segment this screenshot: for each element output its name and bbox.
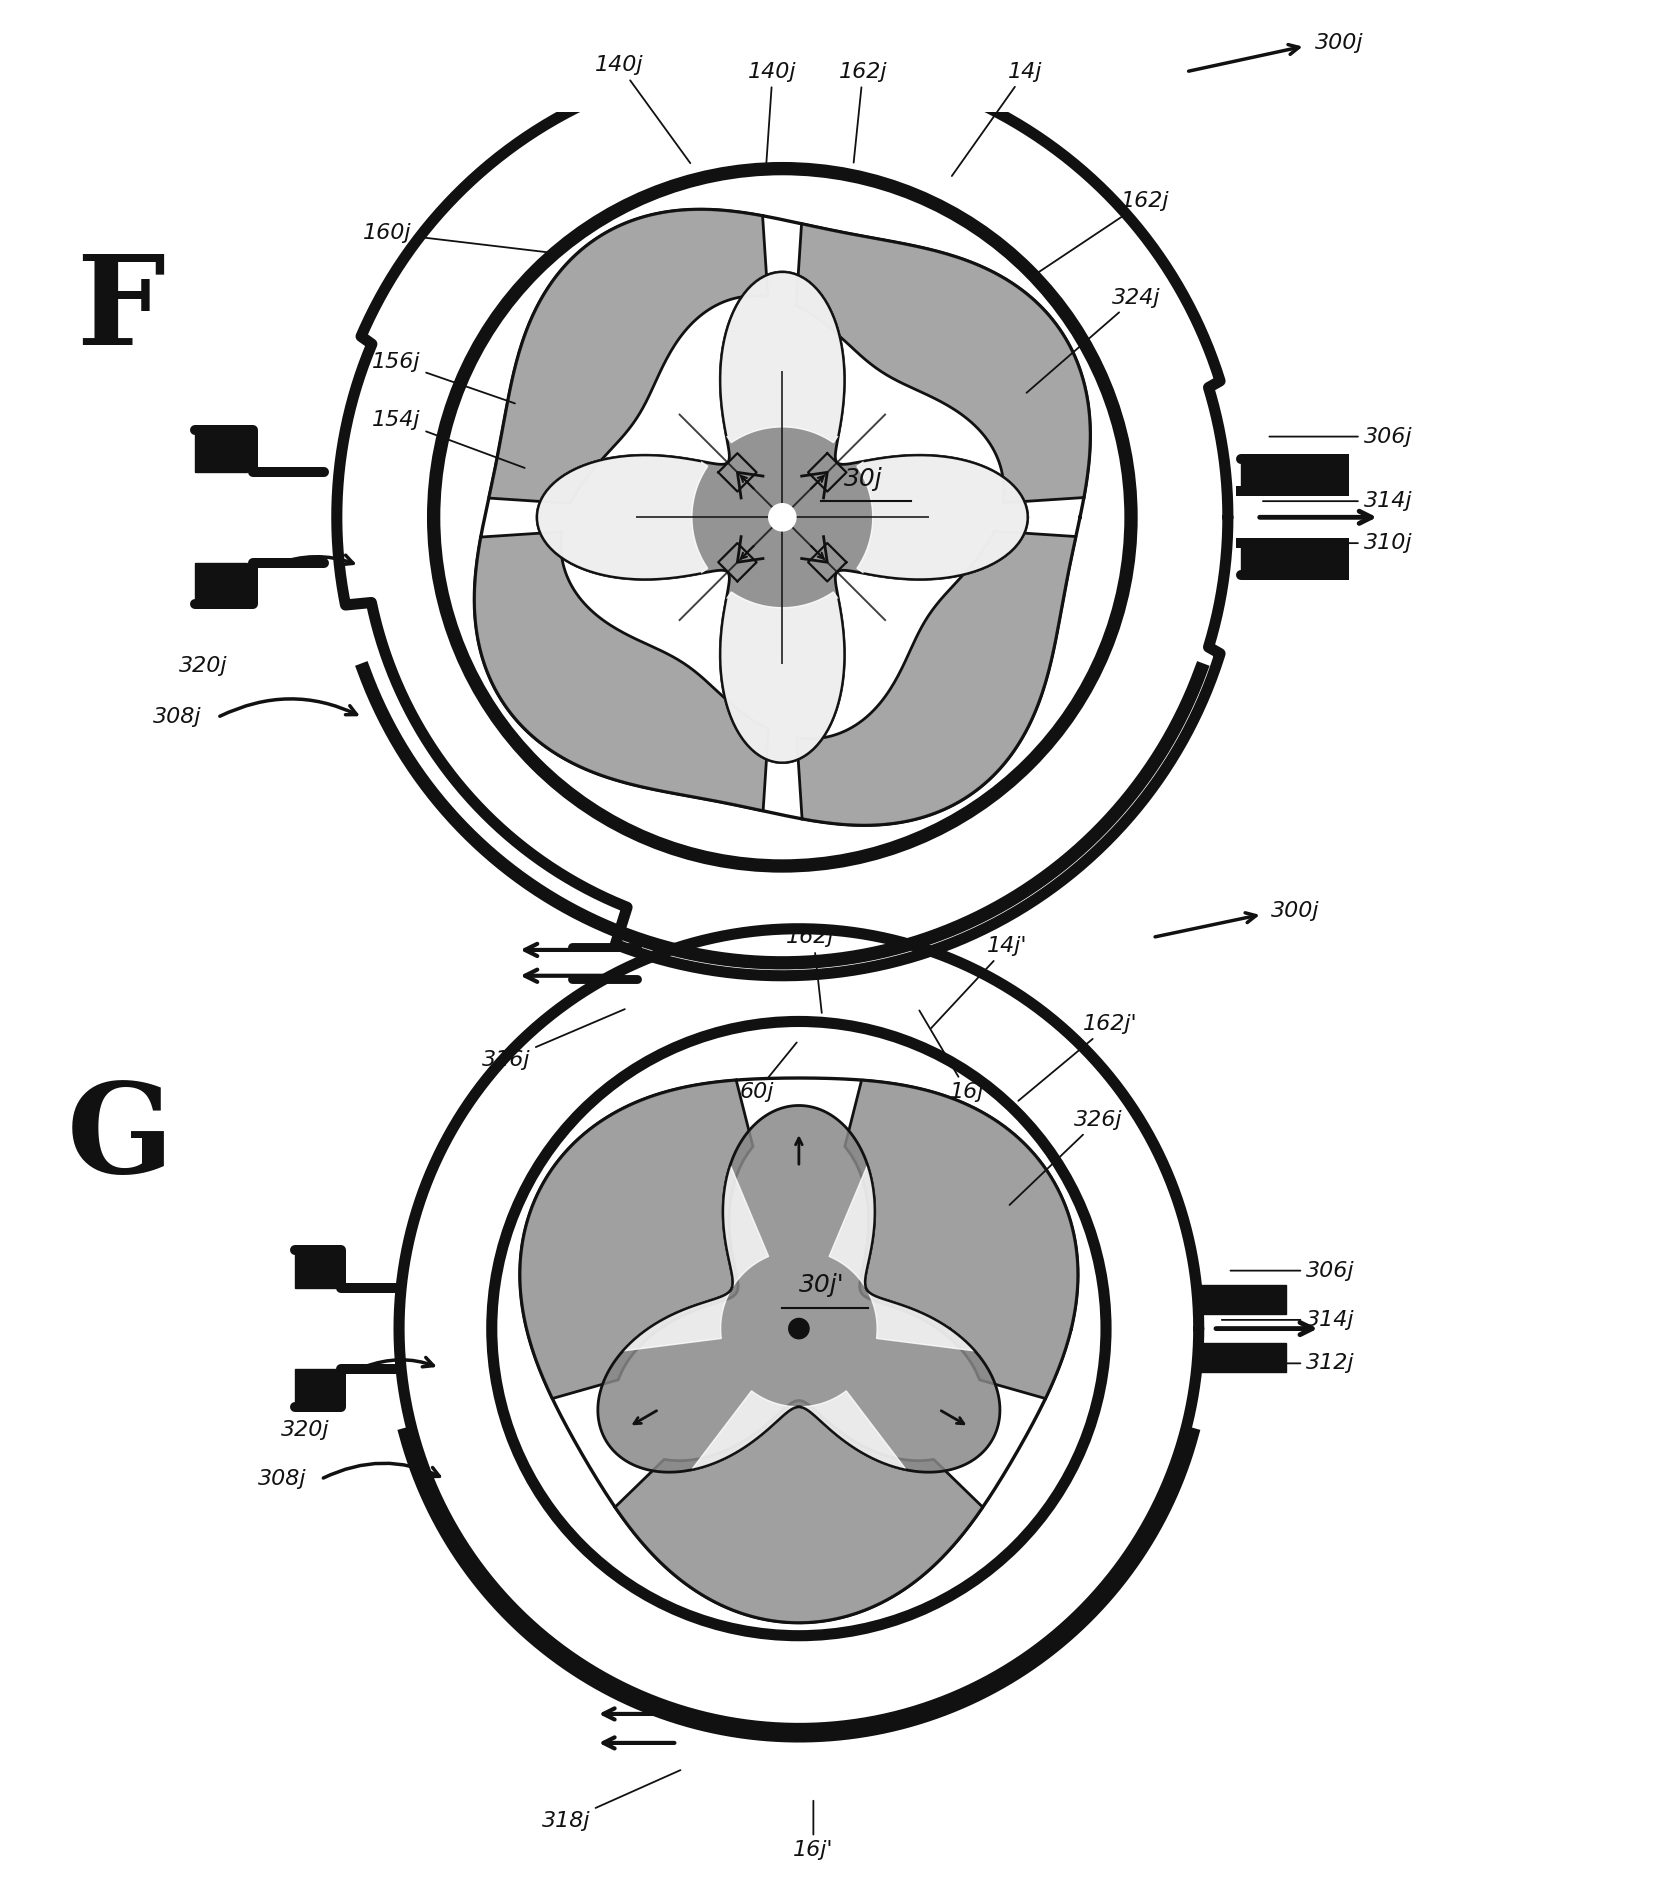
Text: 308j: 308j bbox=[258, 1469, 306, 1490]
Text: 16j': 16j' bbox=[794, 1800, 834, 1860]
Polygon shape bbox=[295, 1250, 336, 1287]
Polygon shape bbox=[537, 455, 707, 579]
Polygon shape bbox=[1198, 1285, 1286, 1313]
Text: 306j: 306j bbox=[1230, 1261, 1354, 1281]
Text: 162j: 162j bbox=[839, 62, 887, 163]
Text: 14j': 14j' bbox=[932, 936, 1028, 1028]
Text: 162j: 162j bbox=[1037, 192, 1170, 274]
Polygon shape bbox=[622, 1165, 769, 1351]
Polygon shape bbox=[474, 532, 769, 812]
Polygon shape bbox=[829, 1165, 975, 1351]
Text: 326j: 326j bbox=[1010, 1110, 1123, 1204]
Text: 160j: 160j bbox=[363, 224, 547, 252]
Polygon shape bbox=[721, 592, 844, 763]
Text: 320j: 320j bbox=[178, 656, 226, 676]
Text: 308j: 308j bbox=[153, 708, 201, 727]
Polygon shape bbox=[597, 1105, 1000, 1471]
Polygon shape bbox=[797, 532, 1077, 825]
Polygon shape bbox=[1241, 543, 1345, 575]
Text: 306j: 306j bbox=[1270, 427, 1413, 447]
Text: 14j: 14j bbox=[952, 62, 1043, 177]
Text: 316j: 316j bbox=[483, 1009, 624, 1069]
Polygon shape bbox=[721, 272, 844, 443]
Text: 60j: 60j bbox=[739, 1043, 797, 1101]
Text: 320j: 320j bbox=[281, 1421, 329, 1439]
Text: 156j: 156j bbox=[373, 353, 514, 404]
Text: 310j: 310j bbox=[1256, 534, 1413, 552]
Text: 16j: 16j bbox=[919, 1011, 985, 1101]
Polygon shape bbox=[195, 562, 246, 605]
Polygon shape bbox=[616, 1400, 983, 1623]
Text: 312j: 312j bbox=[1213, 1353, 1354, 1374]
Text: 162j': 162j' bbox=[1018, 1015, 1138, 1101]
Polygon shape bbox=[519, 1080, 752, 1398]
Text: 318j: 318j bbox=[542, 1770, 681, 1832]
Text: 140j: 140j bbox=[596, 54, 691, 163]
Text: 154j: 154j bbox=[373, 410, 524, 468]
Text: 324j: 324j bbox=[1027, 287, 1160, 393]
Text: F: F bbox=[75, 250, 165, 370]
Polygon shape bbox=[1241, 458, 1345, 492]
Circle shape bbox=[769, 504, 795, 530]
Text: 314j: 314j bbox=[1263, 490, 1413, 511]
Polygon shape bbox=[195, 430, 246, 472]
Text: 300j: 300j bbox=[1271, 902, 1320, 921]
Text: 30j: 30j bbox=[844, 466, 882, 490]
Circle shape bbox=[789, 1319, 809, 1338]
Polygon shape bbox=[795, 224, 1090, 504]
Polygon shape bbox=[857, 455, 1028, 579]
Polygon shape bbox=[537, 272, 1028, 763]
Text: 314j: 314j bbox=[1221, 1310, 1354, 1330]
Polygon shape bbox=[1198, 1343, 1286, 1372]
Text: 300j: 300j bbox=[1315, 32, 1363, 53]
Polygon shape bbox=[295, 1370, 336, 1407]
Text: 30j': 30j' bbox=[799, 1274, 845, 1297]
Text: G: G bbox=[67, 1079, 173, 1199]
Polygon shape bbox=[489, 209, 767, 504]
Polygon shape bbox=[692, 1390, 907, 1469]
Text: 162j': 162j' bbox=[785, 928, 840, 1013]
Polygon shape bbox=[845, 1080, 1078, 1398]
Text: 140j: 140j bbox=[749, 62, 797, 163]
